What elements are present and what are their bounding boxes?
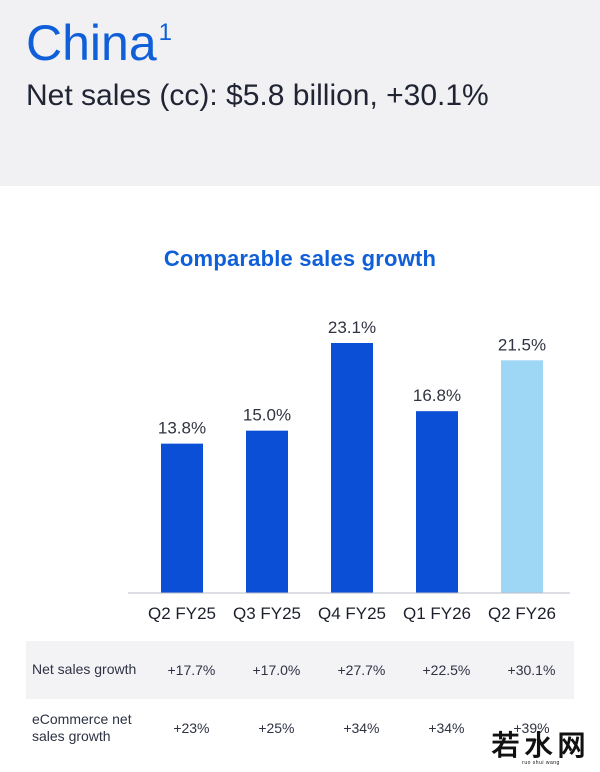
bar-q3-fy25 bbox=[246, 430, 288, 593]
region-title: China1 bbox=[26, 18, 172, 68]
ecommerce-growth-value: +25% bbox=[258, 720, 295, 736]
header-band: China1 Net sales (cc): $5.8 billion, +30… bbox=[0, 0, 600, 186]
watermark: 若水网 ruo shui wang bbox=[490, 732, 592, 766]
x-tick-label: Q2 FY25 bbox=[148, 604, 216, 623]
bar-value-label: 21.5% bbox=[498, 335, 546, 354]
bar-q1-fy26 bbox=[416, 411, 458, 593]
net-sales-growth-value: +17.0% bbox=[252, 662, 301, 678]
net-sales-growth-value: +27.7% bbox=[337, 662, 386, 678]
x-tick-label: Q1 FY26 bbox=[403, 604, 471, 623]
bar-value-label: 15.0% bbox=[243, 406, 291, 425]
bars-layer bbox=[161, 343, 543, 593]
watermark-subtext: ruo shui wang bbox=[522, 760, 560, 766]
footnote-marker: 1 bbox=[158, 19, 172, 46]
ecommerce-growth-value: +23% bbox=[173, 720, 210, 736]
ecommerce-growth-label: eCommerce net sales growth bbox=[32, 710, 132, 745]
x-tick-label: Q2 FY26 bbox=[488, 604, 556, 623]
bar-q2-fy25 bbox=[161, 443, 203, 593]
watermark-text: 若水网 bbox=[491, 729, 591, 762]
net-sales-growth-value: +17.7% bbox=[167, 662, 216, 678]
labels-layer: 13.8% Q2 FY25 15.0% Q3 FY25 23.1% Q4 FY25 16.8… bbox=[148, 318, 556, 623]
ecommerce-growth-value: +34% bbox=[428, 720, 465, 736]
bar-q4-fy25 bbox=[331, 343, 373, 593]
net-sales-growth-value: +22.5% bbox=[422, 662, 471, 678]
bar-q2-fy26 bbox=[501, 360, 543, 593]
ecommerce-growth-value: +39% bbox=[513, 720, 550, 736]
ecommerce-growth-value: +34% bbox=[343, 720, 380, 736]
net-sales-growth-value: +30.1% bbox=[507, 662, 556, 678]
bar-value-label: 16.8% bbox=[413, 386, 461, 405]
table-row: Net sales growth +17.7% +17.0% +27.7% +2… bbox=[26, 641, 574, 699]
table-row: eCommerce net sales growth +23% +25% +34… bbox=[26, 699, 574, 757]
net-sales-summary: Net sales (cc): $5.8 billion, +30.1% bbox=[26, 79, 489, 112]
region-name: China bbox=[26, 15, 157, 71]
x-tick-label: Q4 FY25 bbox=[318, 604, 386, 623]
x-tick-label: Q3 FY25 bbox=[233, 604, 301, 623]
bar-value-label: 13.8% bbox=[158, 419, 206, 438]
chart-title: Comparable sales growth bbox=[163, 246, 437, 271]
bar-value-label: 23.1% bbox=[328, 318, 376, 337]
net-sales-growth-label: Net sales growth bbox=[32, 661, 137, 678]
growth-metrics-table: Net sales growth +17.7% +17.0% +27.7% +2… bbox=[26, 641, 574, 757]
